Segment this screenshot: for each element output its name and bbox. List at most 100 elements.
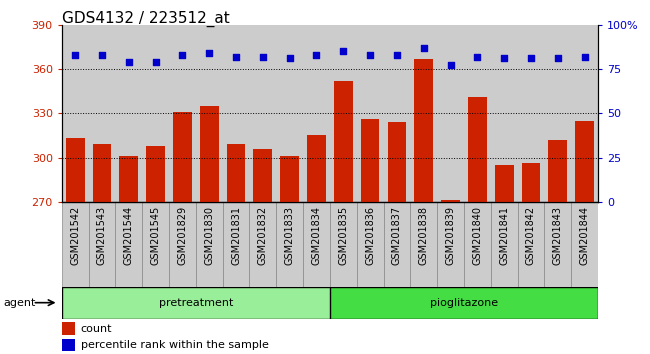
Bar bbox=[116, 25, 142, 202]
Bar bbox=[468, 97, 487, 202]
Bar bbox=[361, 119, 380, 202]
Text: GSM201543: GSM201543 bbox=[97, 206, 107, 265]
Point bbox=[311, 52, 322, 58]
Text: GSM201834: GSM201834 bbox=[311, 206, 322, 265]
Text: GSM201842: GSM201842 bbox=[526, 206, 536, 265]
Point bbox=[97, 52, 107, 58]
Bar bbox=[88, 202, 116, 287]
Text: GSM201833: GSM201833 bbox=[285, 206, 294, 265]
Point bbox=[70, 52, 81, 58]
Text: percentile rank within the sample: percentile rank within the sample bbox=[81, 340, 268, 350]
Bar bbox=[545, 202, 571, 287]
Text: pioglitazone: pioglitazone bbox=[430, 298, 498, 308]
Bar bbox=[62, 25, 88, 202]
Bar bbox=[169, 202, 196, 287]
Bar bbox=[62, 287, 330, 319]
Bar bbox=[495, 165, 514, 202]
Bar bbox=[357, 25, 384, 202]
Bar bbox=[330, 25, 357, 202]
Point bbox=[365, 52, 375, 58]
Text: pretreatment: pretreatment bbox=[159, 298, 233, 308]
Bar bbox=[62, 339, 75, 351]
Bar bbox=[303, 25, 330, 202]
Bar bbox=[330, 287, 598, 319]
Bar bbox=[227, 144, 246, 202]
Text: GSM201839: GSM201839 bbox=[445, 206, 456, 265]
Text: GSM201545: GSM201545 bbox=[151, 206, 161, 265]
Bar bbox=[545, 25, 571, 202]
Bar bbox=[491, 25, 517, 202]
Point bbox=[526, 56, 536, 61]
Bar bbox=[88, 25, 116, 202]
Point bbox=[472, 54, 482, 59]
Bar bbox=[254, 149, 272, 202]
Text: GSM201838: GSM201838 bbox=[419, 206, 429, 265]
Bar bbox=[280, 156, 299, 202]
Bar bbox=[142, 25, 169, 202]
Bar bbox=[549, 140, 567, 202]
Bar bbox=[200, 106, 218, 202]
Text: GSM201840: GSM201840 bbox=[473, 206, 482, 265]
Bar bbox=[250, 202, 276, 287]
Text: GSM201542: GSM201542 bbox=[70, 206, 80, 265]
Bar bbox=[330, 202, 357, 287]
Point bbox=[579, 54, 590, 59]
Bar bbox=[66, 138, 84, 202]
Text: GSM201544: GSM201544 bbox=[124, 206, 134, 265]
Bar bbox=[307, 136, 326, 202]
Bar bbox=[357, 202, 384, 287]
Text: GSM201832: GSM201832 bbox=[258, 206, 268, 265]
Bar bbox=[276, 202, 303, 287]
Bar bbox=[92, 144, 111, 202]
Bar bbox=[169, 25, 196, 202]
Bar bbox=[222, 25, 250, 202]
Bar bbox=[521, 164, 540, 202]
Text: GSM201829: GSM201829 bbox=[177, 206, 187, 265]
Bar bbox=[222, 202, 250, 287]
Bar bbox=[410, 202, 437, 287]
Bar bbox=[491, 202, 517, 287]
Bar bbox=[464, 202, 491, 287]
Point bbox=[124, 59, 134, 65]
Bar bbox=[414, 59, 433, 202]
Bar bbox=[517, 202, 545, 287]
Text: GSM201837: GSM201837 bbox=[392, 206, 402, 265]
Bar bbox=[196, 25, 222, 202]
Bar bbox=[146, 146, 165, 202]
Text: GSM201844: GSM201844 bbox=[580, 206, 590, 265]
Point bbox=[257, 54, 268, 59]
Bar bbox=[575, 121, 594, 202]
Bar bbox=[441, 200, 460, 202]
Point bbox=[204, 50, 214, 56]
Point bbox=[445, 63, 456, 68]
Text: GSM201836: GSM201836 bbox=[365, 206, 375, 265]
Bar bbox=[517, 25, 545, 202]
Point bbox=[177, 52, 188, 58]
Point bbox=[499, 56, 510, 61]
Bar bbox=[410, 25, 437, 202]
Text: GSM201841: GSM201841 bbox=[499, 206, 509, 265]
Bar bbox=[196, 202, 222, 287]
Point bbox=[419, 45, 429, 51]
Bar bbox=[437, 25, 464, 202]
Bar bbox=[142, 202, 169, 287]
Bar bbox=[303, 202, 330, 287]
Bar bbox=[464, 25, 491, 202]
Point bbox=[552, 56, 563, 61]
Bar bbox=[62, 202, 88, 287]
Bar bbox=[384, 25, 410, 202]
Bar bbox=[384, 202, 410, 287]
Point bbox=[338, 48, 348, 54]
Text: agent: agent bbox=[3, 298, 36, 308]
Point bbox=[285, 56, 295, 61]
Bar bbox=[276, 25, 303, 202]
Text: GDS4132 / 223512_at: GDS4132 / 223512_at bbox=[62, 11, 229, 27]
Bar bbox=[387, 122, 406, 202]
Point bbox=[150, 59, 161, 65]
Text: GSM201830: GSM201830 bbox=[204, 206, 214, 265]
Bar bbox=[437, 202, 464, 287]
Bar bbox=[250, 25, 276, 202]
Bar bbox=[334, 81, 353, 202]
Text: count: count bbox=[81, 324, 112, 333]
Text: GSM201831: GSM201831 bbox=[231, 206, 241, 265]
